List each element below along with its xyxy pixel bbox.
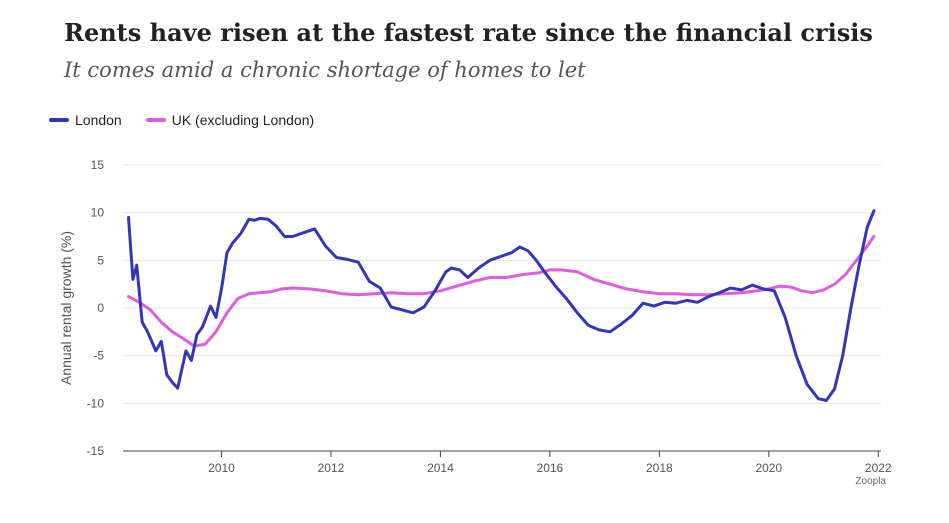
chart-title: Rents have risen at the fastest rate sin… [64, 18, 873, 47]
series-line-london [127, 209, 876, 402]
y-tick-label: 5 [97, 253, 104, 267]
x-tick-label: 2012 [318, 461, 345, 475]
x-tick-label: 2010 [208, 461, 235, 475]
legend-swatch-uk [145, 118, 166, 122]
y-axis-title: Annual rental growth (%) [58, 231, 74, 385]
legend-label-uk: UK (excluding London) [171, 112, 315, 128]
x-tick-label: 2016 [537, 461, 564, 475]
legend: London UK (excluding London) [49, 112, 338, 128]
legend-swatch-london [49, 118, 69, 122]
y-tick-label: 0 [97, 301, 104, 315]
x-tick-label: 2020 [755, 461, 782, 475]
legend-item-uk: UK (excluding London) [145, 112, 315, 128]
y-tick-label: -10 [87, 396, 105, 410]
y-tick-label: 15 [91, 158, 105, 172]
source-credit: Zoopla [855, 476, 886, 487]
y-tick-label: -5 [93, 349, 104, 363]
x-tick-label: 2022 [865, 461, 892, 475]
chart-subtitle: It comes amid a chronic shortage of home… [64, 58, 586, 82]
x-tick-label: 2014 [427, 461, 454, 475]
y-tick-label: 10 [91, 206, 105, 220]
legend-item-london: London [49, 112, 122, 128]
series-line-uk [127, 235, 876, 348]
y-tick-label: -15 [87, 444, 105, 458]
x-tick-label: 2018 [646, 461, 673, 475]
legend-label-london: London [75, 112, 122, 128]
